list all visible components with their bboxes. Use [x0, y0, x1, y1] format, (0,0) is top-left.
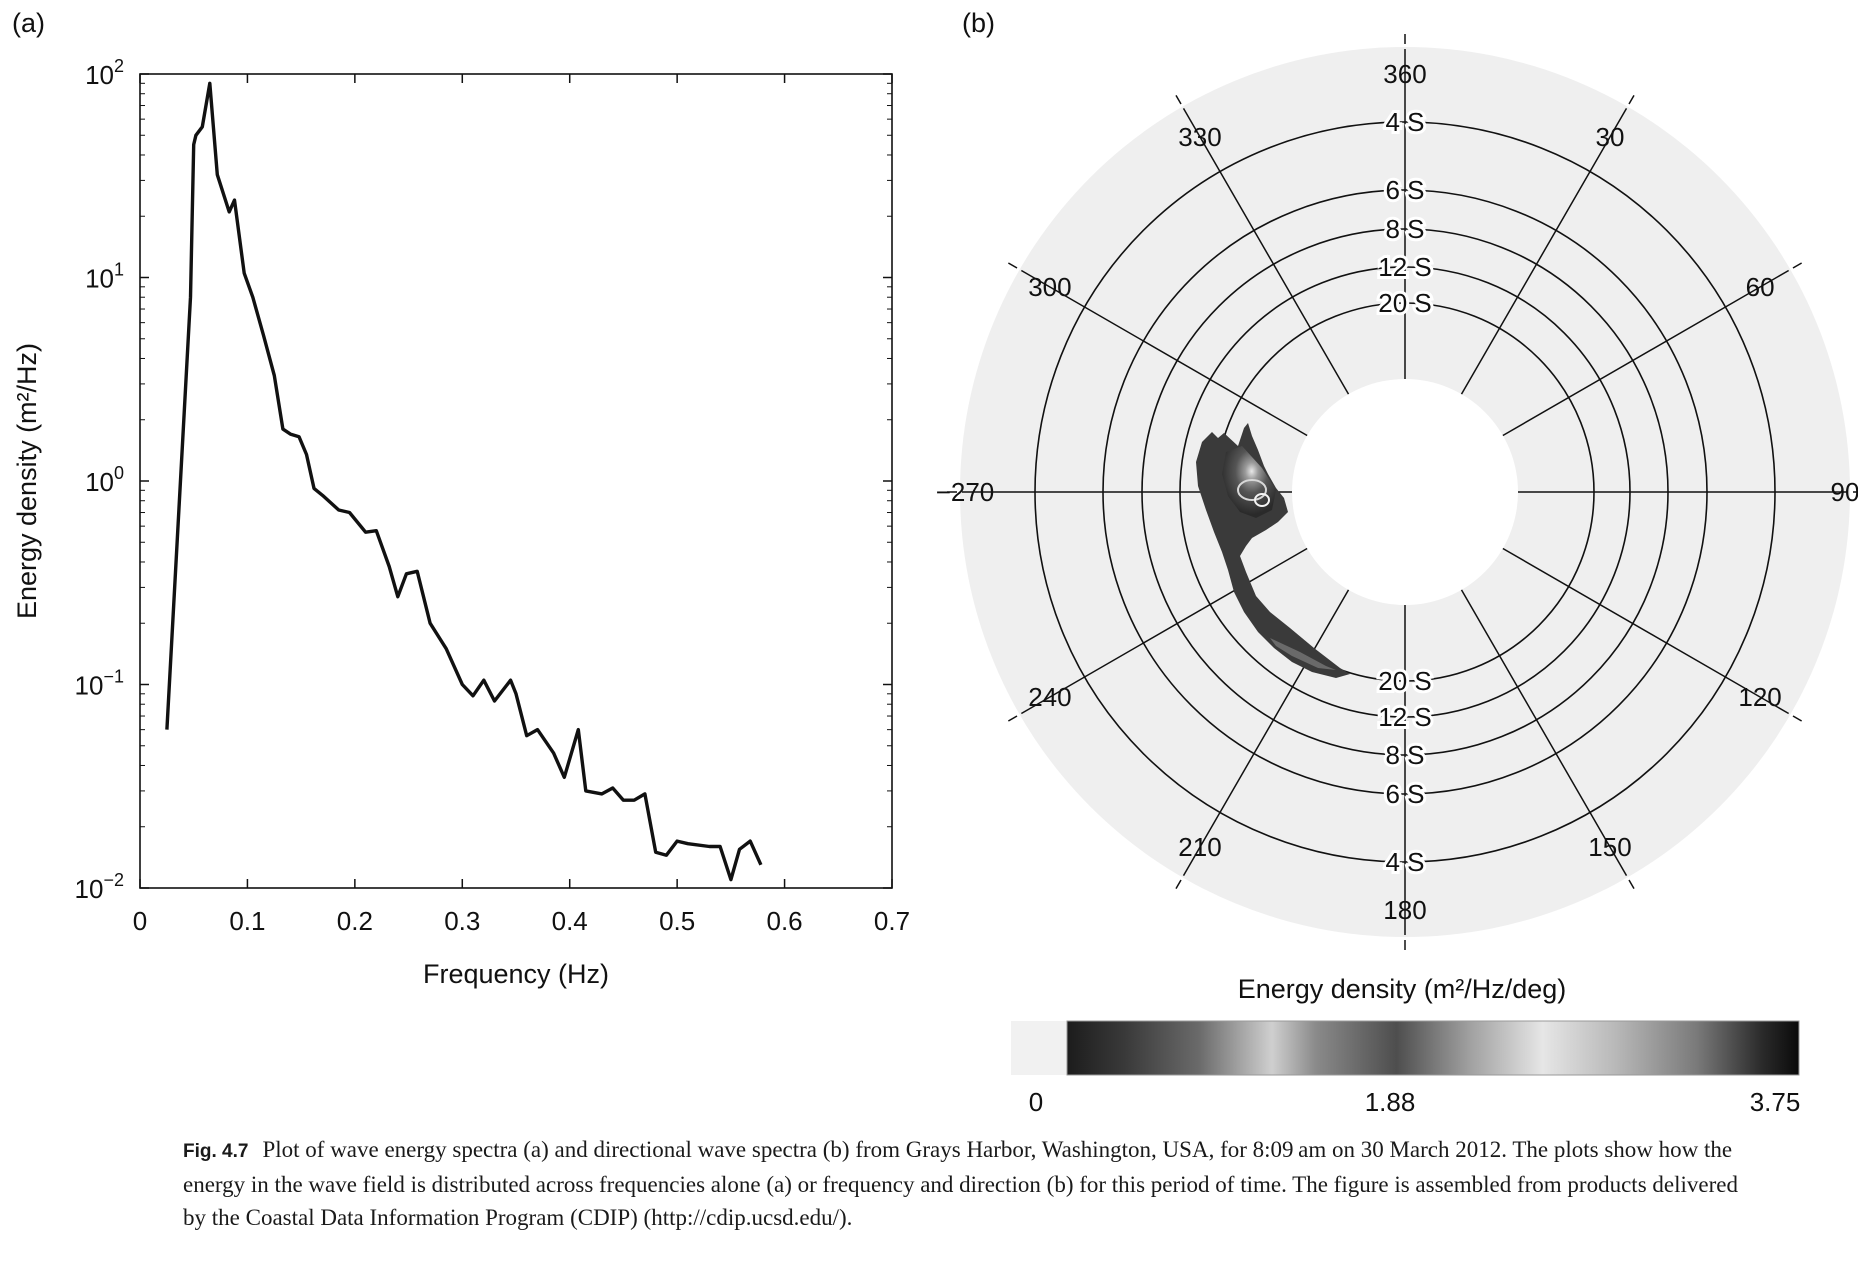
direction-tick — [1175, 879, 1182, 890]
colorbar-zero-swatch — [1011, 1021, 1067, 1075]
direction-tick — [1792, 715, 1803, 722]
period-label-bottom: 6 S — [1385, 779, 1424, 809]
y-tick-label: 10−2 — [75, 870, 124, 904]
period-label-top: 8 S — [1385, 214, 1424, 244]
x-tick-label: 0.2 — [337, 906, 373, 936]
plot-a-ticks — [139, 73, 893, 889]
y-axis-label: Energy density (m²/Hz) — [12, 343, 42, 619]
direction-spoke — [1182, 107, 1350, 395]
direction-label: 120 — [1738, 682, 1781, 712]
colorbar-tick-label: 1.88 — [1365, 1087, 1416, 1117]
direction-label: 90 — [1831, 477, 1858, 507]
direction-label: 330 — [1178, 122, 1221, 152]
direction-label: 240 — [1028, 682, 1071, 712]
direction-tick — [1007, 715, 1018, 722]
direction-label: 300 — [1028, 272, 1071, 302]
colorbar-gradient — [1066, 1020, 1800, 1076]
period-label-top: 4 S — [1385, 107, 1424, 137]
direction-label: 60 — [1746, 272, 1775, 302]
period-label-bottom: 4 S — [1385, 847, 1424, 877]
period-label-top: 12 S — [1378, 252, 1432, 282]
y-tick-label: 102 — [85, 56, 124, 90]
direction-label: −270 — [936, 477, 995, 507]
y-tick-label: 10−1 — [75, 667, 124, 701]
x-axis-label: Frequency (Hz) — [423, 959, 609, 989]
period-label-top: 6 S — [1385, 175, 1424, 205]
direction-labels: 360 30 60 90 120 150 180 210 240 −270 300 330 — [936, 59, 1858, 925]
direction-spoke — [1502, 269, 1790, 437]
direction-label: 180 — [1383, 895, 1426, 925]
caption-label: Fig. 4.7 — [183, 1141, 249, 1162]
x-tick-label: 0.1 — [229, 906, 265, 936]
y-tick-labels: 102 101 100 10−1 10−2 — [75, 56, 124, 904]
direction-spoke — [1020, 269, 1308, 437]
direction-label: 210 — [1178, 832, 1221, 862]
period-label-bottom: 8 S — [1385, 740, 1424, 770]
x-tick-label: 0.6 — [766, 906, 802, 936]
direction-spokes — [947, 34, 1858, 950]
period-label-bottom: 20 S — [1378, 666, 1432, 696]
direction-tick — [1628, 879, 1635, 890]
direction-spoke — [1020, 547, 1308, 715]
direction-tick — [1792, 262, 1803, 269]
direction-label: 360 — [1383, 59, 1426, 89]
panel-b-label: (b) — [962, 8, 995, 38]
period-label-bottom: 12 S — [1378, 702, 1432, 732]
direction-tick — [1007, 262, 1018, 269]
x-tick-label: 0.5 — [659, 906, 695, 936]
direction-spoke — [1182, 589, 1350, 877]
direction-label: 150 — [1588, 832, 1631, 862]
y-tick-label: 101 — [85, 260, 124, 294]
period-labels: 4 S 6 S 8 S 12 S 20 S 20 S 12 S 8 S 6 S 4 S — [1375, 104, 1435, 880]
plot-a-frame — [139, 73, 893, 889]
colorbar-tick-labels: 0 1.88 3.75 — [1029, 1087, 1801, 1117]
colorbar-tick-label: 3.75 — [1750, 1087, 1801, 1117]
energy-blob — [1196, 423, 1350, 678]
x-tick-label: 0.7 — [874, 906, 910, 936]
colorbar-tick-label: 0 — [1029, 1087, 1043, 1117]
figure-caption: Fig. 4.7 Plot of wave energy spectra (a) … — [183, 1133, 1743, 1234]
x-tick-label: 0 — [133, 906, 147, 936]
x-tick-labels: 0 0.1 0.2 0.3 0.4 0.5 0.6 0.7 — [133, 906, 910, 936]
direction-tick — [1175, 94, 1182, 105]
x-tick-label: 0.4 — [552, 906, 588, 936]
y-tick-label: 100 — [85, 463, 124, 497]
direction-tick — [1628, 94, 1635, 105]
direction-spoke — [1460, 107, 1628, 395]
period-label-top: 20 S — [1378, 288, 1432, 318]
direction-spoke — [1502, 547, 1790, 715]
colorbar-title: Energy density (m²/Hz/deg) — [1238, 974, 1567, 1004]
polar-inner-hole — [1292, 379, 1518, 605]
direction-label: 30 — [1596, 122, 1625, 152]
spectrum-line — [165, 81, 763, 882]
direction-spoke — [1460, 589, 1628, 877]
caption-text: Plot of wave energy spectra (a) and dire… — [183, 1137, 1738, 1230]
x-tick-label: 0.3 — [444, 906, 480, 936]
panel-a-label: (a) — [12, 8, 45, 38]
